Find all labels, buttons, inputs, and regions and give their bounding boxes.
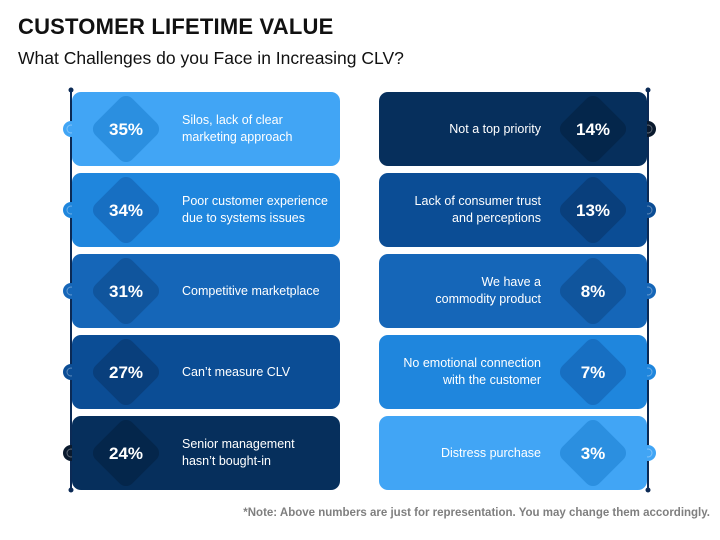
challenge-label: Poor customer experience due to systems …: [182, 194, 328, 225]
challenge-percent: 8%: [580, 281, 606, 301]
challenge-percent: 31%: [108, 281, 144, 301]
left-challenge-card: 31% Competitive marketplace: [72, 254, 340, 328]
challenge-label: Distress purchase: [440, 445, 541, 460]
challenge-percent: 24%: [108, 443, 144, 463]
challenge-percent: 27%: [108, 362, 144, 382]
right-timeline-end-dot: [645, 487, 651, 493]
challenge-label: No emotional connection with the custome…: [403, 356, 541, 387]
right-challenge-card: 14% Not a top priority: [379, 92, 647, 166]
challenge-percent: 34%: [108, 200, 144, 220]
challenge-label: Can’t measure CLV: [182, 364, 291, 379]
challenge-percent: 13%: [575, 200, 611, 220]
challenge-label: Not a top priority: [449, 121, 541, 136]
page-subtitle: What Challenges do you Face in Increasin…: [18, 48, 404, 68]
left-challenge-card: 27% Can’t measure CLV: [72, 335, 340, 409]
left-timeline-end-dot: [68, 487, 74, 493]
right-challenge-card: 8% We have a commodity product: [379, 254, 647, 328]
right-timeline-end-dot: [645, 87, 651, 93]
challenge-label: Competitive marketplace: [182, 283, 320, 298]
left-challenge-card: 24% Senior management hasn’t bought-in: [72, 416, 340, 490]
challenge-percent: 14%: [575, 119, 611, 139]
footnote: *Note: Above numbers are just for repres…: [243, 507, 710, 519]
page-title: CUSTOMER LIFETIME VALUE: [18, 14, 334, 39]
challenge-percent: 35%: [108, 119, 144, 139]
left-challenge-card: 35% Silos, lack of clear marketing approa…: [72, 92, 340, 166]
left-challenge-card: 34% Poor customer experience due to syste…: [72, 173, 340, 247]
challenge-percent: 3%: [580, 443, 606, 463]
right-challenge-card: 7% No emotional connection with the custo…: [379, 335, 647, 409]
challenge-label: We have a commodity product: [435, 275, 541, 306]
challenge-percent: 7%: [580, 362, 606, 382]
challenge-label: Lack of consumer trust and perceptions: [414, 194, 541, 225]
right-challenge-card: 13% Lack of consumer trust and perception…: [379, 173, 647, 247]
challenge-label: Silos, lack of clear marketing approach: [182, 113, 293, 144]
challenge-label: Senior management hasn’t bought-in: [182, 437, 295, 468]
right-challenge-card: 3% Distress purchase: [379, 416, 647, 490]
left-timeline-end-dot: [68, 87, 74, 93]
